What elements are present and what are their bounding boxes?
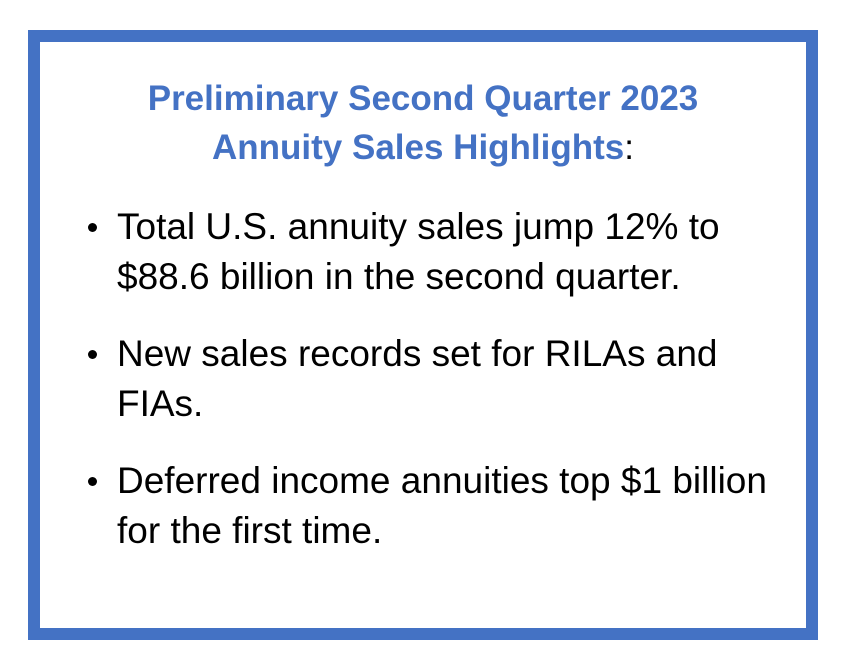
bullet-text: Total U.S. annuity sales jump 12% to $88… (117, 206, 720, 297)
title-line-1: Preliminary Second Quarter 2023 (147, 79, 699, 118)
title-colon: : (624, 128, 634, 167)
bullet-icon (88, 350, 97, 359)
list-item: Deferred income annuities top $1 billion… (88, 456, 798, 556)
bullet-icon (88, 477, 97, 486)
bullet-icon (88, 223, 97, 232)
highlights-list: Total U.S. annuity sales jump 12% to $88… (88, 202, 798, 583)
list-item: Total U.S. annuity sales jump 12% to $88… (88, 202, 798, 302)
title-line-2: Annuity Sales Highlights (212, 128, 625, 167)
page-title: Preliminary Second Quarter 2023 Annuity … (40, 74, 806, 172)
bullet-text: New sales records set for RILAs and FIAs… (117, 333, 718, 424)
bullet-text: Deferred income annuities top $1 billion… (117, 460, 767, 551)
list-item: New sales records set for RILAs and FIAs… (88, 329, 798, 429)
highlights-box: Preliminary Second Quarter 2023 Annuity … (28, 30, 818, 640)
